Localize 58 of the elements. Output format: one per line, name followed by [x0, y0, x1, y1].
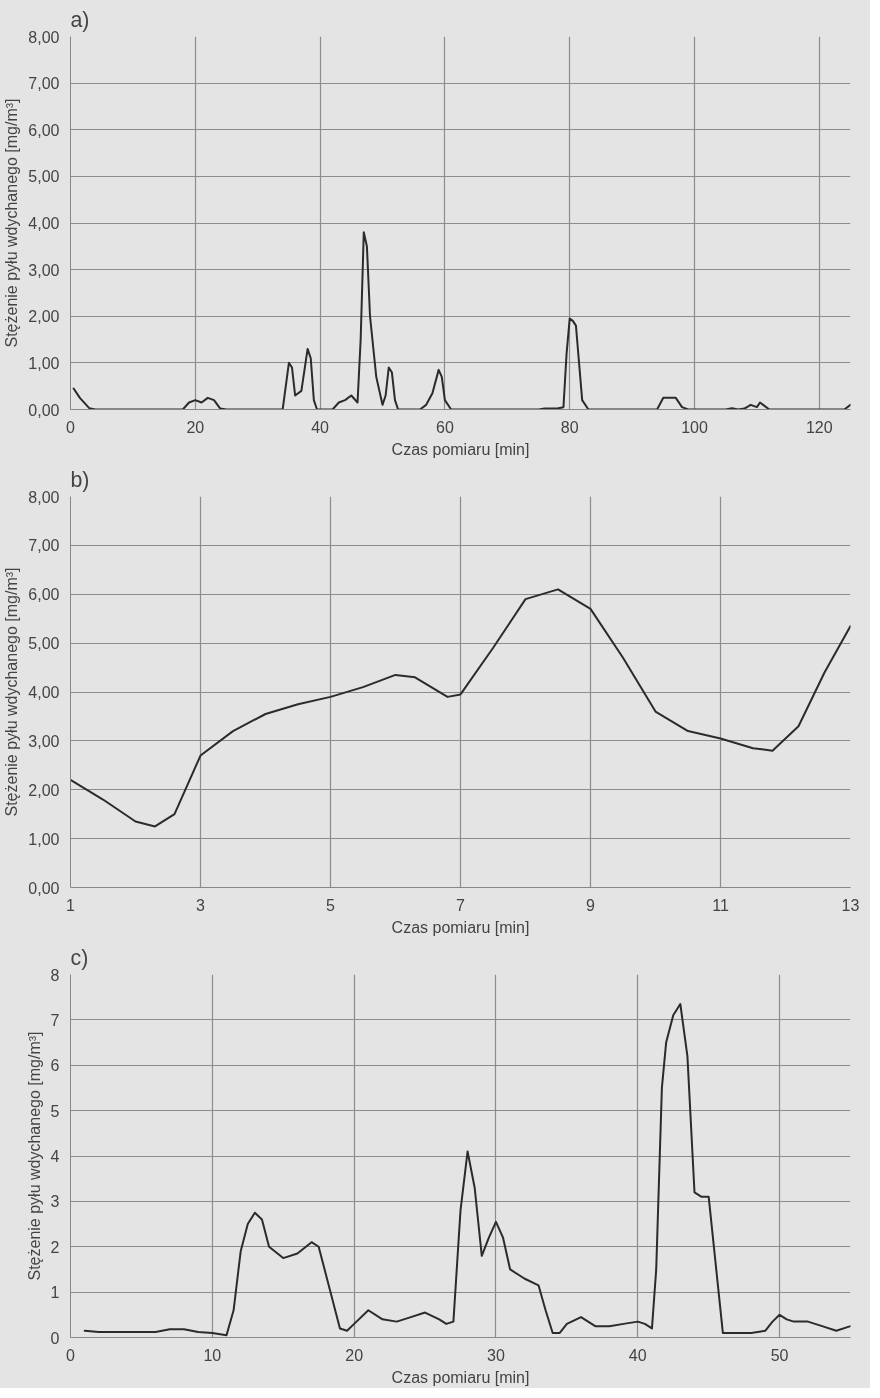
y-axis-title: Stężenie pyłu wdychanego [mg/m³]	[25, 1031, 43, 1281]
y-tick-label: 7,00	[28, 537, 60, 555]
line-series	[83, 1002, 851, 1337]
y-tick-label: 1,00	[28, 354, 60, 372]
y-tick-label: 4	[50, 1148, 60, 1165]
x-tick-label: 5	[326, 896, 336, 914]
x-tick-label: 10	[203, 1346, 222, 1364]
x-axis-title: Czas pomiaru [min]	[391, 918, 530, 936]
y-tick-label: 7,00	[28, 75, 60, 93]
y-tick-label: 1	[50, 1284, 60, 1302]
x-tick-label: 100	[681, 418, 708, 436]
x-tick-label: 1	[66, 896, 76, 914]
x-tick-label: 0	[66, 1346, 76, 1364]
x-tick-label: 120	[805, 418, 833, 436]
x-axis-title: Czas pomiaru [min]	[391, 1368, 530, 1386]
y-tick-label: 4,00	[28, 215, 60, 232]
x-tick-label: 20	[186, 418, 205, 436]
x-tick-label: 60	[436, 418, 454, 436]
x-tick-label: 0	[66, 418, 76, 436]
y-tick-label: 5,00	[28, 168, 60, 186]
x-tick-label: 7	[456, 896, 466, 914]
y-tick-label: 4,00	[28, 684, 60, 701]
y-tick-label: 5	[50, 1102, 60, 1120]
y-tick-label: 3,00	[28, 732, 60, 750]
chart-title: c)	[70, 945, 89, 970]
chart-title: b)	[70, 467, 90, 492]
y-tick-label: 2,00	[28, 308, 60, 326]
y-tick-label: 0	[50, 1329, 60, 1347]
chart-title: a)	[70, 7, 90, 32]
x-tick-label: 13	[841, 896, 860, 914]
x-tick-label: 3	[196, 896, 206, 914]
y-tick-label: 0,00	[28, 879, 60, 897]
x-tick-label: 20	[345, 1346, 364, 1364]
y-tick-label: 6	[50, 1057, 60, 1075]
y-tick-label: 3	[50, 1193, 60, 1211]
y-tick-label: 8,00	[28, 28, 60, 46]
y-axis-title: Stężenie pyłu wdychanego [mg/m³]	[3, 567, 21, 817]
x-tick-label: 40	[311, 418, 330, 436]
y-tick-label: 5,00	[28, 635, 60, 653]
x-tick-label: 11	[712, 896, 729, 914]
y-tick-label: 6,00	[28, 586, 60, 604]
y-tick-label: 2,00	[28, 781, 60, 799]
y-tick-label: 8,00	[28, 488, 60, 506]
x-tick-label: 40	[628, 1346, 647, 1364]
y-tick-label: 1,00	[28, 830, 60, 848]
x-tick-label: 50	[770, 1346, 789, 1364]
y-tick-label: 6,00	[28, 121, 60, 139]
y-axis-title: Stężenie pyłu wdychanego [mg/m³]	[3, 98, 21, 348]
y-tick-label: 8	[50, 966, 60, 984]
x-tick-label: 80	[560, 418, 579, 436]
x-axis-title: Czas pomiaru [min]	[391, 440, 530, 458]
y-tick-label: 7	[50, 1011, 60, 1029]
x-tick-label: 9	[586, 896, 596, 914]
y-tick-label: 2	[50, 1238, 60, 1256]
y-tick-label: 0,00	[28, 401, 60, 419]
y-tick-label: 3,00	[28, 261, 60, 279]
x-tick-label: 30	[487, 1346, 505, 1364]
line-series	[70, 588, 851, 828]
